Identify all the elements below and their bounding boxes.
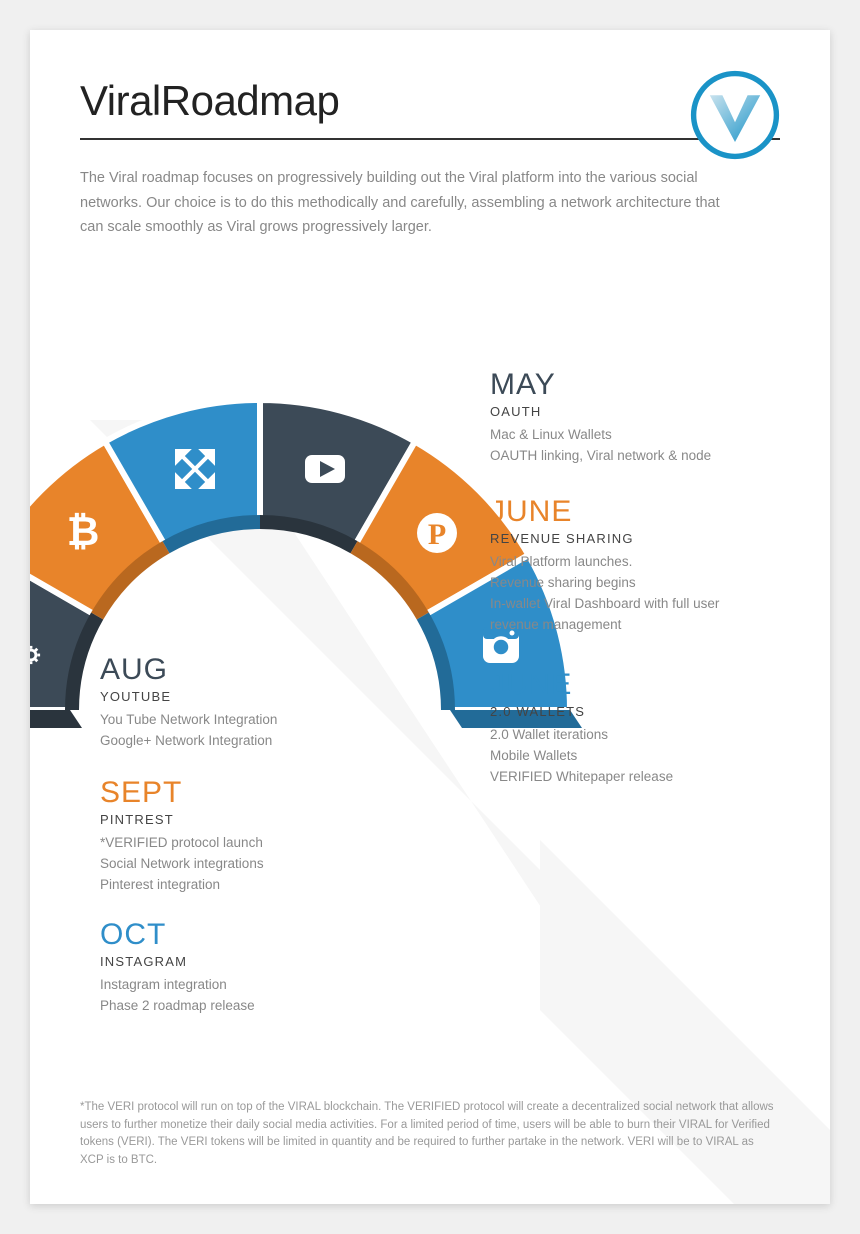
milestone-june-2: JUNE 2.0 WALLETS 2.0 Wallet iterationsMobi…: [490, 670, 770, 788]
milestone-line: Revenue sharing begins: [490, 573, 770, 594]
milestone-month: SEPT: [100, 778, 340, 808]
milestone-line: OAUTH linking, Viral network & node: [490, 446, 770, 467]
milestone-subtitle: 2.0 WALLETS: [490, 704, 770, 719]
milestone-may-0: MAY OAUTH Mac & Linux WalletsOAUTH linking…: [490, 370, 770, 467]
milestone-subtitle: INSTAGRAM: [100, 954, 340, 969]
brand-logo: [690, 70, 780, 160]
milestone-month: JUNE: [490, 670, 770, 700]
milestone-line: Phase 2 roadmap release: [100, 996, 340, 1017]
milestone-june-1: JUNE REVENUE SHARING Viral Platform launch…: [490, 497, 770, 636]
svg-text:P: P: [428, 518, 446, 551]
milestone-line: Social Network integrations: [100, 854, 340, 875]
milestone-line: Viral Platform launches.: [490, 552, 770, 573]
milestone-line: Mac & Linux Wallets: [490, 425, 770, 446]
page-title: ViralRoadmap: [80, 77, 339, 125]
milestone-oct-5: OCT INSTAGRAM Instagram integrationPhase 2…: [100, 920, 340, 1017]
milestone-line: In-wallet Viral Dashboard with full user…: [490, 594, 770, 636]
youtube-icon: [305, 455, 345, 483]
milestone-line: 2.0 Wallet iterations: [490, 725, 770, 746]
milestone-month: AUG: [100, 655, 340, 685]
milestone-line: Instagram integration: [100, 975, 340, 996]
svg-text:₿: ₿: [67, 510, 100, 554]
milestone-subtitle: YOUTUBE: [100, 689, 340, 704]
expand-icon: [177, 451, 213, 487]
milestone-line: Pinterest integration: [100, 875, 340, 896]
footnote: *The VERI protocol will run on top of th…: [80, 1099, 780, 1170]
v-logo-icon: [690, 70, 780, 160]
milestone-month: JUNE: [490, 497, 770, 527]
milestone-month: MAY: [490, 370, 770, 400]
milestone-subtitle: OAUTH: [490, 404, 770, 419]
milestone-line: Google+ Network Integration: [100, 731, 340, 752]
milestone-subtitle: PINTREST: [100, 812, 340, 827]
bitcoin-icon: ₿: [67, 510, 100, 554]
milestone-month: OCT: [100, 920, 340, 950]
gears-icon: [30, 624, 40, 664]
milestone-sept-4: SEPT PINTREST *VERIFIED protocol launchSoc…: [100, 778, 340, 896]
milestone-line: *VERIFIED protocol launch: [100, 833, 340, 854]
milestone-aug-3: AUG YOUTUBE You Tube Network IntegrationGo…: [100, 655, 340, 752]
pinterest-icon: P: [417, 513, 457, 553]
milestone-subtitle: REVENUE SHARING: [490, 531, 770, 546]
milestone-line: VERIFIED Whitepaper release: [490, 767, 770, 788]
roadmap-sheet: ViralRoadmap The Viral roadmap focuses o…: [30, 30, 830, 1204]
milestone-line: You Tube Network Integration: [100, 710, 340, 731]
intro-paragraph: The Viral roadmap focuses on progressive…: [80, 166, 720, 240]
title-row: ViralRoadmap: [80, 70, 780, 140]
milestone-line: Mobile Wallets: [490, 746, 770, 767]
